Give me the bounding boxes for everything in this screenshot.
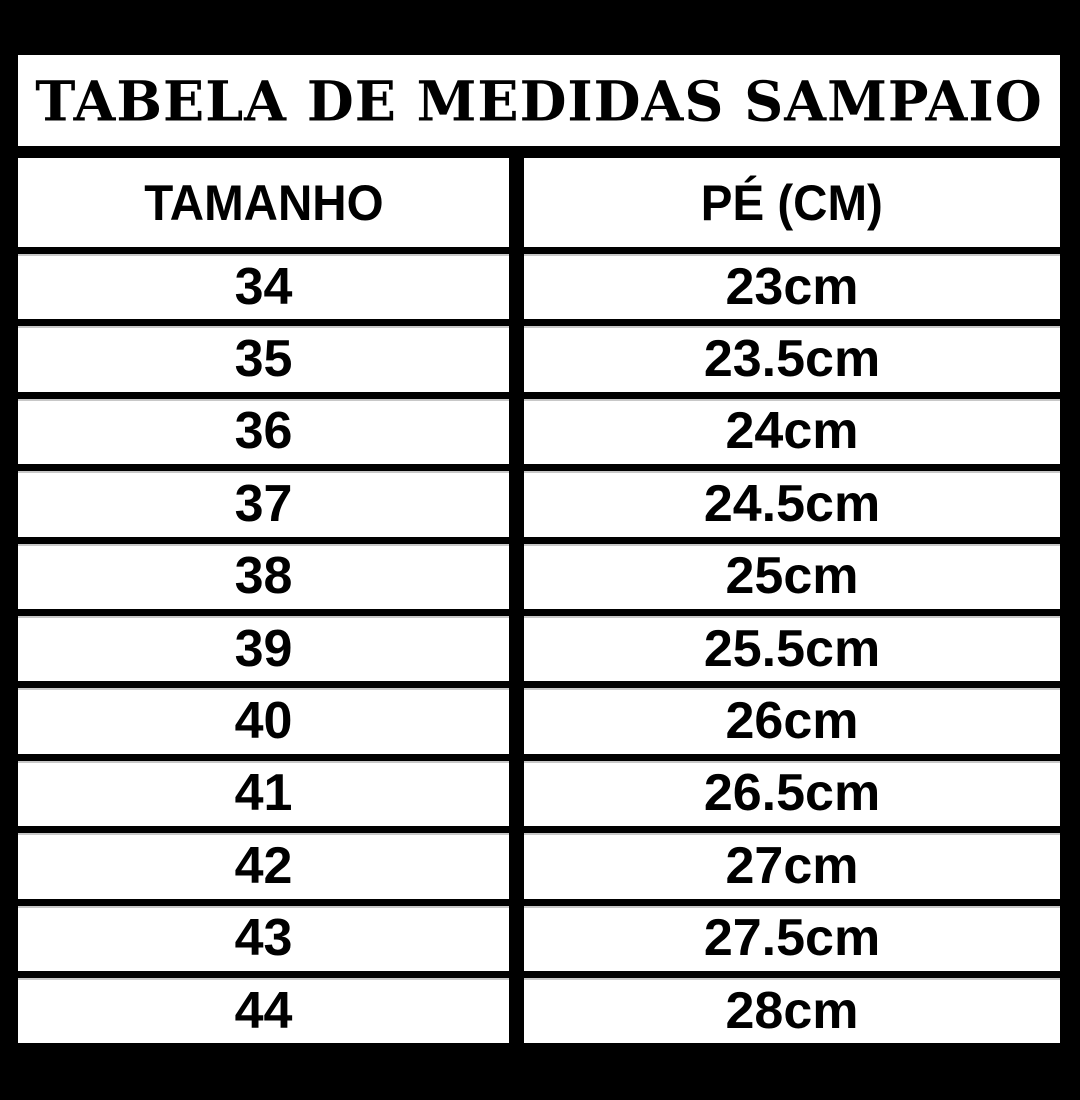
size-cell: 39 (18, 615, 509, 682)
foot-value: 28cm (725, 981, 859, 1040)
foot-cell: 23.5cm (524, 326, 1060, 392)
foot-cell: 23cm (524, 254, 1060, 320)
size-value: 39 (234, 619, 293, 678)
size-value: 38 (234, 547, 293, 606)
foot-cell: 27cm (524, 833, 1060, 899)
foot-cell: 26cm (524, 688, 1060, 754)
foot-value: 27.5cm (703, 909, 881, 968)
size-value: 40 (234, 692, 293, 751)
foot-value: 23.5cm (703, 330, 881, 389)
size-table: TAMANHO PÉ (CM) 34 23cm 35 23.5cm 36 24c… (18, 158, 1060, 1044)
foot-cell: 24.5cm (524, 471, 1060, 537)
size-value: 34 (234, 257, 293, 316)
foot-cell: 25cm (524, 543, 1060, 609)
size-value: 41 (234, 764, 293, 823)
foot-value: 23cm (725, 257, 859, 316)
size-cell: 44 (18, 977, 509, 1044)
size-cell: 34 (18, 254, 509, 320)
foot-value: 26cm (725, 692, 859, 751)
foot-cell: 26.5cm (524, 760, 1060, 827)
page-title: TABELA DE MEDIDAS SAMPAIO (35, 67, 1043, 134)
size-cell: 42 (18, 833, 509, 899)
foot-cell: 27.5cm (524, 905, 1060, 971)
size-value: 35 (234, 330, 293, 389)
foot-value: 26.5cm (703, 764, 881, 823)
size-cell: 41 (18, 760, 509, 827)
foot-cell: 25.5cm (524, 615, 1060, 682)
size-cell: 43 (18, 905, 509, 971)
size-value: 43 (234, 909, 293, 968)
column-header-tamanho-label: TAMANHO (143, 174, 384, 231)
foot-value: 24cm (725, 402, 859, 461)
foot-value: 25.5cm (703, 619, 881, 678)
size-value: 37 (234, 474, 293, 533)
foot-value: 27cm (725, 836, 859, 895)
chart-title-box: TABELA DE MEDIDAS SAMPAIO (18, 55, 1060, 146)
size-value: 36 (234, 402, 293, 461)
size-value: 44 (234, 981, 293, 1040)
size-value: 42 (234, 836, 293, 895)
column-header-tamanho: TAMANHO (18, 158, 509, 247)
foot-cell: 24cm (524, 398, 1060, 465)
size-cell: 38 (18, 543, 509, 609)
foot-cell: 28cm (524, 977, 1060, 1044)
foot-value: 24.5cm (703, 474, 881, 533)
size-cell: 36 (18, 398, 509, 465)
column-header-pe-cm: PÉ (CM) (524, 158, 1060, 247)
foot-value: 25cm (725, 547, 859, 606)
size-cell: 37 (18, 471, 509, 537)
size-cell: 40 (18, 688, 509, 754)
size-cell: 35 (18, 326, 509, 392)
column-header-pe-cm-label: PÉ (CM) (700, 174, 884, 231)
